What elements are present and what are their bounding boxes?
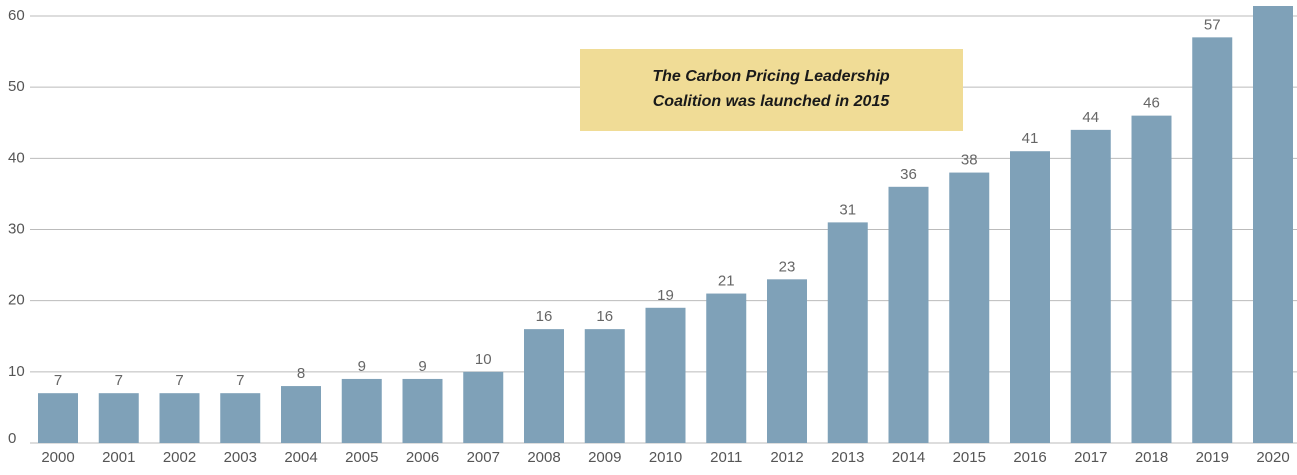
x-tick-label: 2007 [467,449,500,466]
bars [38,6,1293,444]
x-tick-label: 2015 [953,449,986,466]
y-tick-label: 60 [8,7,25,24]
x-tick-label: 2012 [770,449,803,466]
value-label: 31 [839,201,856,218]
value-label: 19 [657,287,674,304]
value-label: 7 [236,372,244,389]
x-tick-label: 2018 [1135,449,1168,466]
bar [645,307,686,443]
value-label: 8 [297,365,305,382]
x-tick-label: 2004 [284,449,317,466]
bar [1010,151,1050,443]
bar [524,329,564,443]
y-tick-label: 0 [8,430,16,447]
bar [38,393,78,443]
x-tick-label: 2011 [710,449,742,466]
value-label: 44 [1082,109,1099,126]
x-tick-label: 2009 [588,449,621,466]
value-label: 7 [115,372,123,389]
bar [706,293,747,443]
value-label: 7 [175,372,183,389]
x-tick-label: 2000 [41,449,74,466]
x-tick-label: 2006 [406,449,439,466]
value-label: 57 [1204,16,1221,33]
annotation-text: The Carbon Pricing Leadership [652,68,890,85]
x-tick-label: 2008 [527,449,560,466]
bar [1192,37,1233,443]
bar [888,186,929,444]
x-tick-label: 2020 [1256,449,1289,466]
bar [584,329,625,443]
annotation-box [580,49,963,131]
x-tick-label: 2010 [649,449,682,466]
x-tick-label: 2005 [345,449,378,466]
bar [402,378,443,443]
value-label: 41 [1022,130,1039,147]
value-label: 10 [475,351,492,368]
bar [463,371,504,443]
y-tick-label: 20 [8,292,25,309]
bar [281,386,321,443]
labels: 0 10 20 30 40 50 60 2000 7 2001 7 2002 7 2003 7 2004 8 20… [8,7,1290,466]
bar [949,172,990,444]
value-label: 7 [54,372,62,389]
value-label: 46 [1143,95,1160,112]
x-tick-label: 2002 [163,449,196,466]
y-tick-label: 40 [8,149,25,166]
value-label: 16 [596,308,613,325]
bar [767,279,807,443]
y-tick-label: 30 [8,220,25,237]
y-tick-label: 50 [8,78,25,95]
y-tick-label: 10 [8,363,25,380]
bar [1070,129,1111,443]
annotation-text: Coalition was launched in 2015 [653,93,891,110]
bar [341,378,382,443]
value-label: 9 [418,358,426,375]
bar [220,393,261,443]
bar [1131,115,1172,443]
value-label: 16 [536,308,553,325]
x-tick-label: 2001 [102,449,135,466]
value-label: 38 [961,152,978,169]
bar [98,393,139,443]
bar [1253,6,1293,444]
x-tick-label: 2016 [1013,449,1046,466]
value-label: 36 [900,166,917,183]
value-label: 9 [358,358,366,375]
x-tick-label: 2013 [831,449,864,466]
x-tick-label: 2014 [892,449,925,466]
bar [159,393,200,443]
x-tick-label: 2017 [1074,449,1107,466]
value-label: 23 [779,258,796,275]
value-label: 21 [718,273,735,290]
x-tick-label: 2003 [224,449,257,466]
bar [827,222,868,443]
x-tick-label: 2019 [1196,449,1229,466]
